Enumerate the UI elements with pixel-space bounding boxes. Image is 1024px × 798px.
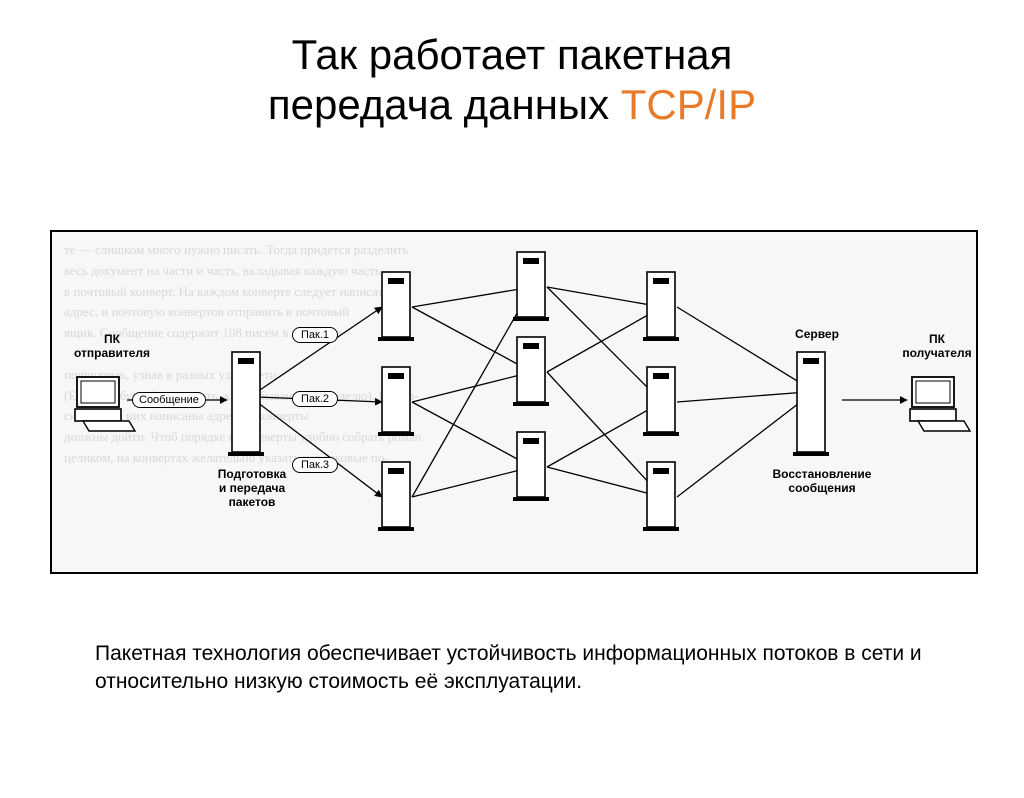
- pak2-label: Пак.2: [292, 391, 338, 407]
- restore-label: Восстановление сообщения: [762, 467, 882, 495]
- title-line2-prefix: передача данных: [268, 81, 621, 128]
- title-line1: Так работает пакетная: [292, 31, 733, 78]
- pak1-label: Пак.1: [292, 327, 338, 343]
- receiver-pc-label: ПК получателя: [897, 332, 977, 360]
- prepare-label: Подготовка и передача пакетов: [202, 467, 302, 509]
- page-title: Так работает пакетная передача данных TC…: [0, 30, 1024, 131]
- caption-text: Пакетная технология обеспечивает устойчи…: [95, 640, 935, 697]
- server-label: Сервер: [782, 327, 852, 341]
- message-label: Сообщение: [132, 392, 206, 408]
- title-accent: TCP/IP: [621, 81, 756, 128]
- sender-pc-label: ПК отправителя: [72, 332, 152, 360]
- diagram-container: те — слишком много нужно писать. Тогда п…: [50, 230, 978, 574]
